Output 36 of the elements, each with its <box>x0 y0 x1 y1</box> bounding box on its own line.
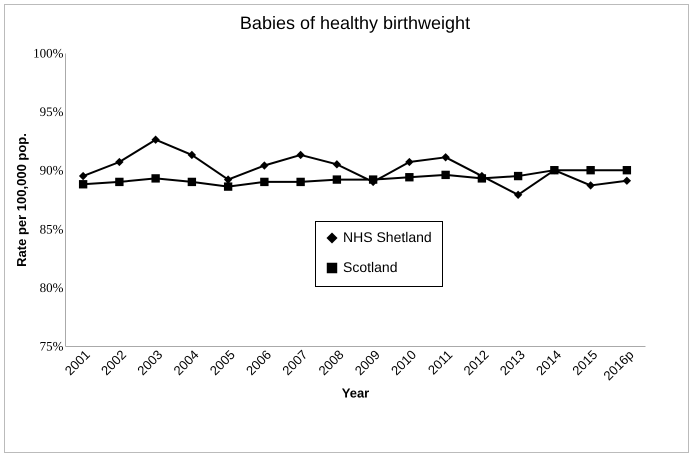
y-tick-label: 85% <box>40 221 64 236</box>
x-axis-title: Year <box>342 385 370 400</box>
point <box>78 180 88 188</box>
legend-label: Scotland <box>343 259 398 275</box>
y-tick-label: 100% <box>33 46 64 60</box>
y-tick-label: 75% <box>40 338 64 354</box>
point <box>514 172 522 180</box>
point <box>115 158 124 166</box>
point <box>260 161 269 170</box>
chart-title: Babies of healthy birthweight <box>240 13 470 33</box>
point <box>188 150 196 160</box>
point <box>151 174 160 183</box>
point <box>586 166 595 174</box>
point <box>296 178 305 186</box>
point <box>586 181 595 190</box>
point <box>151 136 160 144</box>
point <box>405 173 414 182</box>
point <box>332 160 342 169</box>
point <box>115 178 124 186</box>
y-tick-label: 80% <box>40 280 64 295</box>
point <box>405 158 414 166</box>
point <box>78 172 88 180</box>
y-tick-label: 95% <box>40 104 64 120</box>
y-axis-title: Rate per 100,000 pop. <box>14 133 30 267</box>
point <box>441 170 450 180</box>
point <box>260 178 269 186</box>
y-tick-label: 90% <box>40 162 64 178</box>
point <box>622 166 632 174</box>
point <box>332 175 342 184</box>
legend-label: NHS Shetland <box>343 229 432 245</box>
point <box>224 182 232 191</box>
point <box>296 150 305 160</box>
point <box>514 190 522 199</box>
point <box>441 153 450 162</box>
point <box>622 176 632 185</box>
point <box>188 178 196 186</box>
